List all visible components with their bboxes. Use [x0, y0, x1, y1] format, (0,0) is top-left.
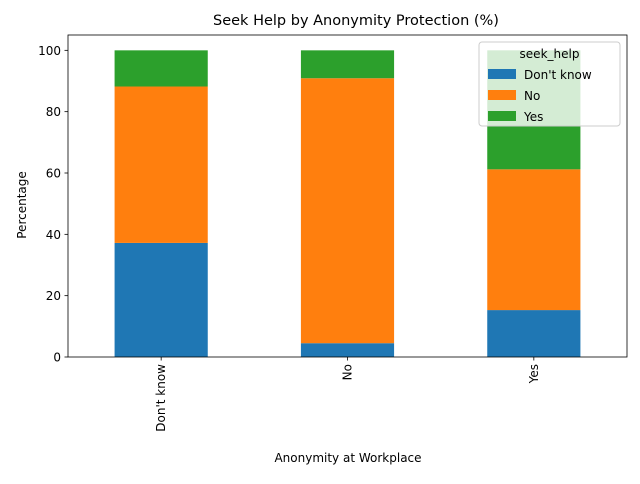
bar-don-t-know-don-t-know — [114, 242, 208, 357]
y-tick-label: 60 — [46, 167, 61, 181]
bar-don-t-know-yes — [114, 50, 208, 87]
bar-no-yes — [300, 50, 395, 79]
bar-no-don-t-know — [300, 343, 395, 357]
x-tick-label: Don't know — [154, 364, 168, 432]
y-tick-label: 0 — [53, 351, 61, 365]
y-tick-label: 40 — [46, 228, 61, 242]
bar-yes-don-t-know — [487, 310, 581, 357]
bar-don-t-know-no — [114, 86, 208, 243]
legend-title: seek_help — [520, 47, 580, 61]
y-axis-label: Percentage — [15, 171, 29, 239]
legend-label-no: No — [524, 89, 540, 103]
axes-layer: 0 20 40 60 80 100 Don't know No Yes — [38, 34, 628, 432]
legend-swatch-no — [488, 90, 516, 100]
legend: seek_help Don't know No Yes — [478, 41, 621, 127]
legend-label-don-t-know: Don't know — [524, 68, 592, 82]
chart-title: Seek Help by Anonymity Protection (%) — [213, 13, 499, 29]
legend-swatch-yes — [488, 111, 516, 121]
legend-label-yes: Yes — [523, 110, 543, 124]
bar-yes-no — [487, 169, 581, 311]
x-tick-label: No — [341, 364, 355, 380]
legend-swatch-don-t-know — [488, 69, 516, 79]
y-tick-label: 100 — [38, 44, 61, 58]
y-tick-label: 20 — [46, 289, 61, 303]
bar-no-no — [300, 78, 395, 344]
legend-box — [478, 41, 621, 127]
x-axis-label: Anonymity at Workplace — [274, 451, 421, 465]
x-tick-label: Yes — [527, 364, 541, 384]
y-tick-label: 80 — [46, 105, 61, 119]
